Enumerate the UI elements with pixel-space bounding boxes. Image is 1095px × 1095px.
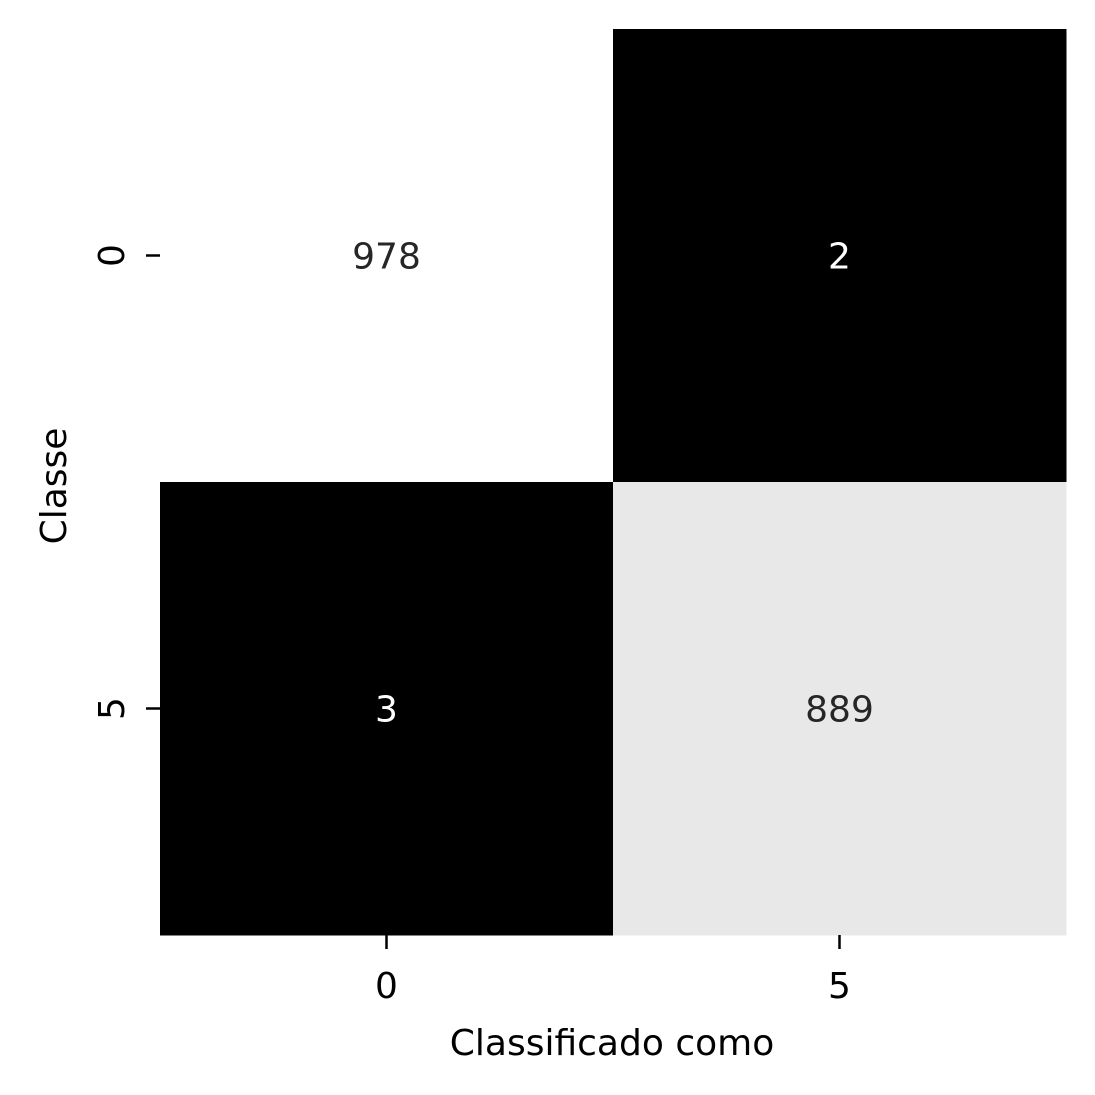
heatmap-cell-labels: 978 2 3 889 <box>352 237 874 731</box>
cell-value-label: 889 <box>805 690 874 731</box>
y-tick-label: 0 <box>92 244 133 267</box>
heatmap-cell-0-5 <box>613 29 1067 483</box>
heatmap-cells <box>160 29 1067 936</box>
cell-value-label: 3 <box>375 690 398 731</box>
cell-value-label: 2 <box>828 237 851 278</box>
cell-value-label: 978 <box>352 237 421 278</box>
y-axis-ticks: 05 <box>92 244 160 720</box>
heatmap-cell-5-0 <box>160 482 614 936</box>
y-tick-label: 5 <box>92 697 133 720</box>
x-tick-label: 0 <box>375 966 398 1007</box>
x-tick-label: 5 <box>828 966 851 1007</box>
heatmap-cell-5-5 <box>613 482 1067 936</box>
heatmap-cell-0-0 <box>160 29 614 483</box>
x-axis-label: Classificado como <box>450 1023 774 1064</box>
y-axis-label: Classe <box>34 428 75 545</box>
